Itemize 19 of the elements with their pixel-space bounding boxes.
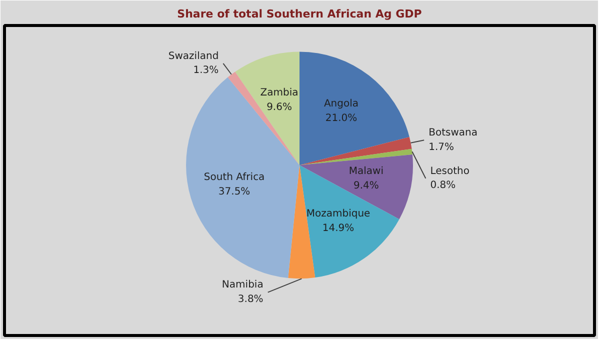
slice-label: Mozambique [306, 208, 370, 220]
slice-label: Swaziland [168, 50, 219, 62]
slice-label: Botswana [428, 128, 478, 139]
data-label: 1.3% [193, 65, 219, 76]
data-label: 37.5% [218, 186, 250, 198]
slice-label: Malawi [348, 166, 384, 178]
data-label: 1.7% [428, 142, 454, 153]
data-label: 21.0% [325, 112, 358, 124]
data-label: 9.4% [354, 180, 379, 192]
slice-label: South Africa [204, 172, 265, 184]
data-label: 3.8% [238, 294, 264, 305]
data-label: 14.9% [322, 222, 354, 234]
slice-label: Zambia [260, 87, 298, 98]
data-label: 0.8% [430, 180, 456, 192]
slice-label: Namibia [222, 280, 264, 291]
slice-label: Lesotho [430, 166, 470, 177]
slice-label: Angola [324, 98, 359, 110]
chart-title: Share of total Southern African Ag GDP [177, 8, 422, 20]
data-label: 9.6% [266, 102, 292, 113]
